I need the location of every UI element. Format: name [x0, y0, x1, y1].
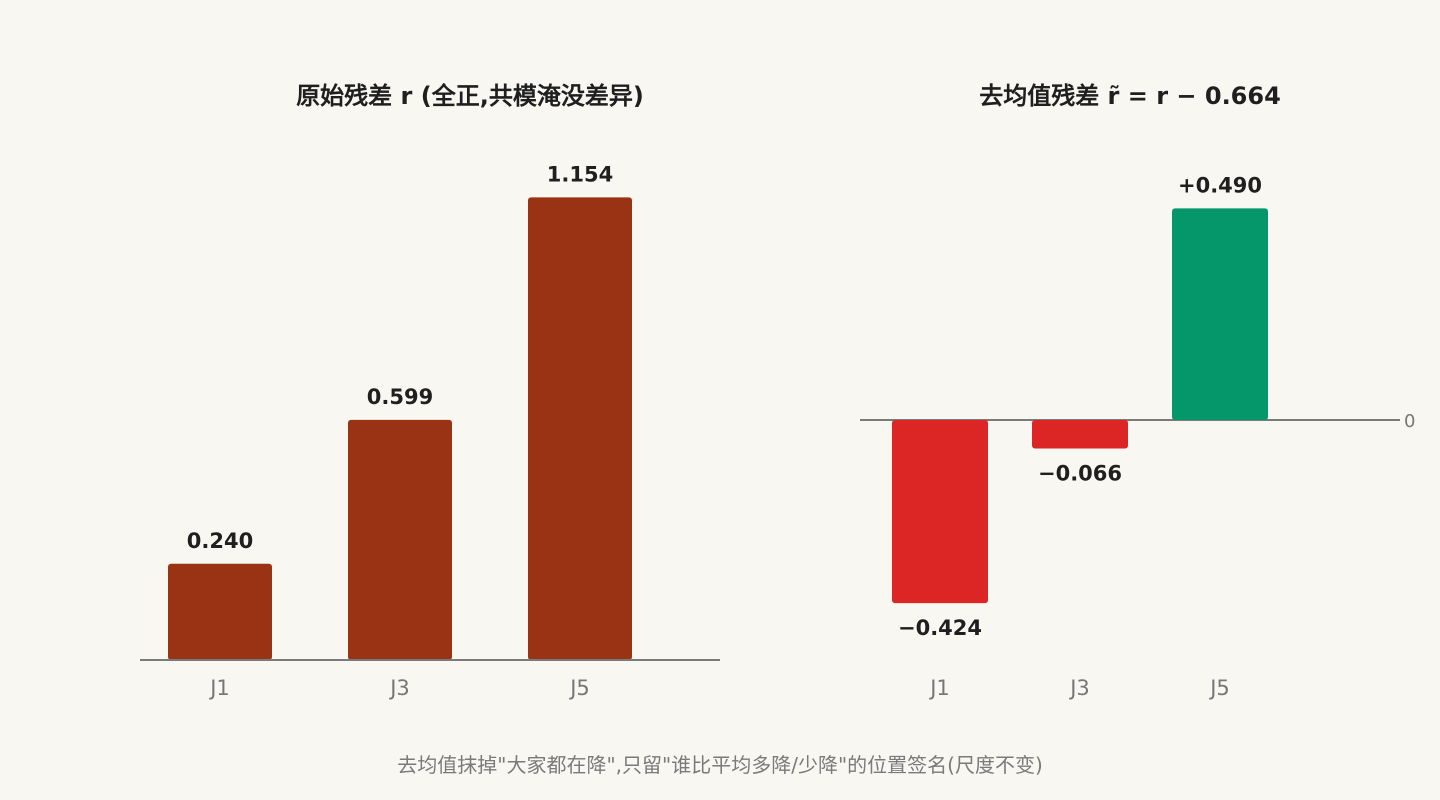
centered-value-label-j1: −0.424: [898, 616, 982, 640]
centered-tick-label-j1: J1: [928, 676, 950, 700]
zero-tick-label: 0: [1404, 411, 1415, 432]
centered-tick-label-j5: J5: [1208, 676, 1230, 700]
raw-residual-bars: 0.240 J1 0.599 J3 1.154 J5: [168, 162, 632, 700]
centered-residual-bars: −0.424 J1 −0.066 J3 +0.490 J5: [892, 173, 1268, 700]
raw-tick-label-j3: J3: [388, 676, 410, 700]
raw-bar-j3: [348, 419, 452, 660]
raw-residual-title: 原始残差 r (全正,共模淹没差异): [296, 82, 644, 110]
raw-residual-panel: 原始残差 r (全正,共模淹没差异) 0.240 J1 0.599 J3 1.154 J5: [140, 82, 720, 700]
raw-bar-j1: [168, 563, 272, 660]
raw-tick-label-j5: J5: [568, 676, 590, 700]
centered-bar-j1: [892, 420, 988, 604]
centered-bar-j3: [1032, 420, 1128, 449]
centered-bar-j5: [1172, 208, 1268, 420]
chart-caption: 去均值抹掉"大家都在降",只留"谁比平均多降/少降"的位置签名(尺度不变): [397, 753, 1043, 777]
centered-residual-panel: 去均值残差 r̃ = r − 0.664 0 −0.424 J1 −0.066 J3 +…: [860, 82, 1415, 700]
centered-value-label-j5: +0.490: [1178, 173, 1262, 197]
raw-tick-label-j1: J1: [208, 676, 230, 700]
centered-value-label-j3: −0.066: [1038, 462, 1122, 486]
raw-value-label-j3: 0.599: [367, 385, 433, 409]
raw-bar-j5: [528, 197, 632, 661]
centered-tick-label-j3: J3: [1068, 676, 1090, 700]
centered-residual-title: 去均值残差 r̃ = r − 0.664: [979, 82, 1281, 110]
raw-value-label-j5: 1.154: [547, 162, 613, 186]
raw-value-label-j1: 0.240: [187, 529, 253, 553]
